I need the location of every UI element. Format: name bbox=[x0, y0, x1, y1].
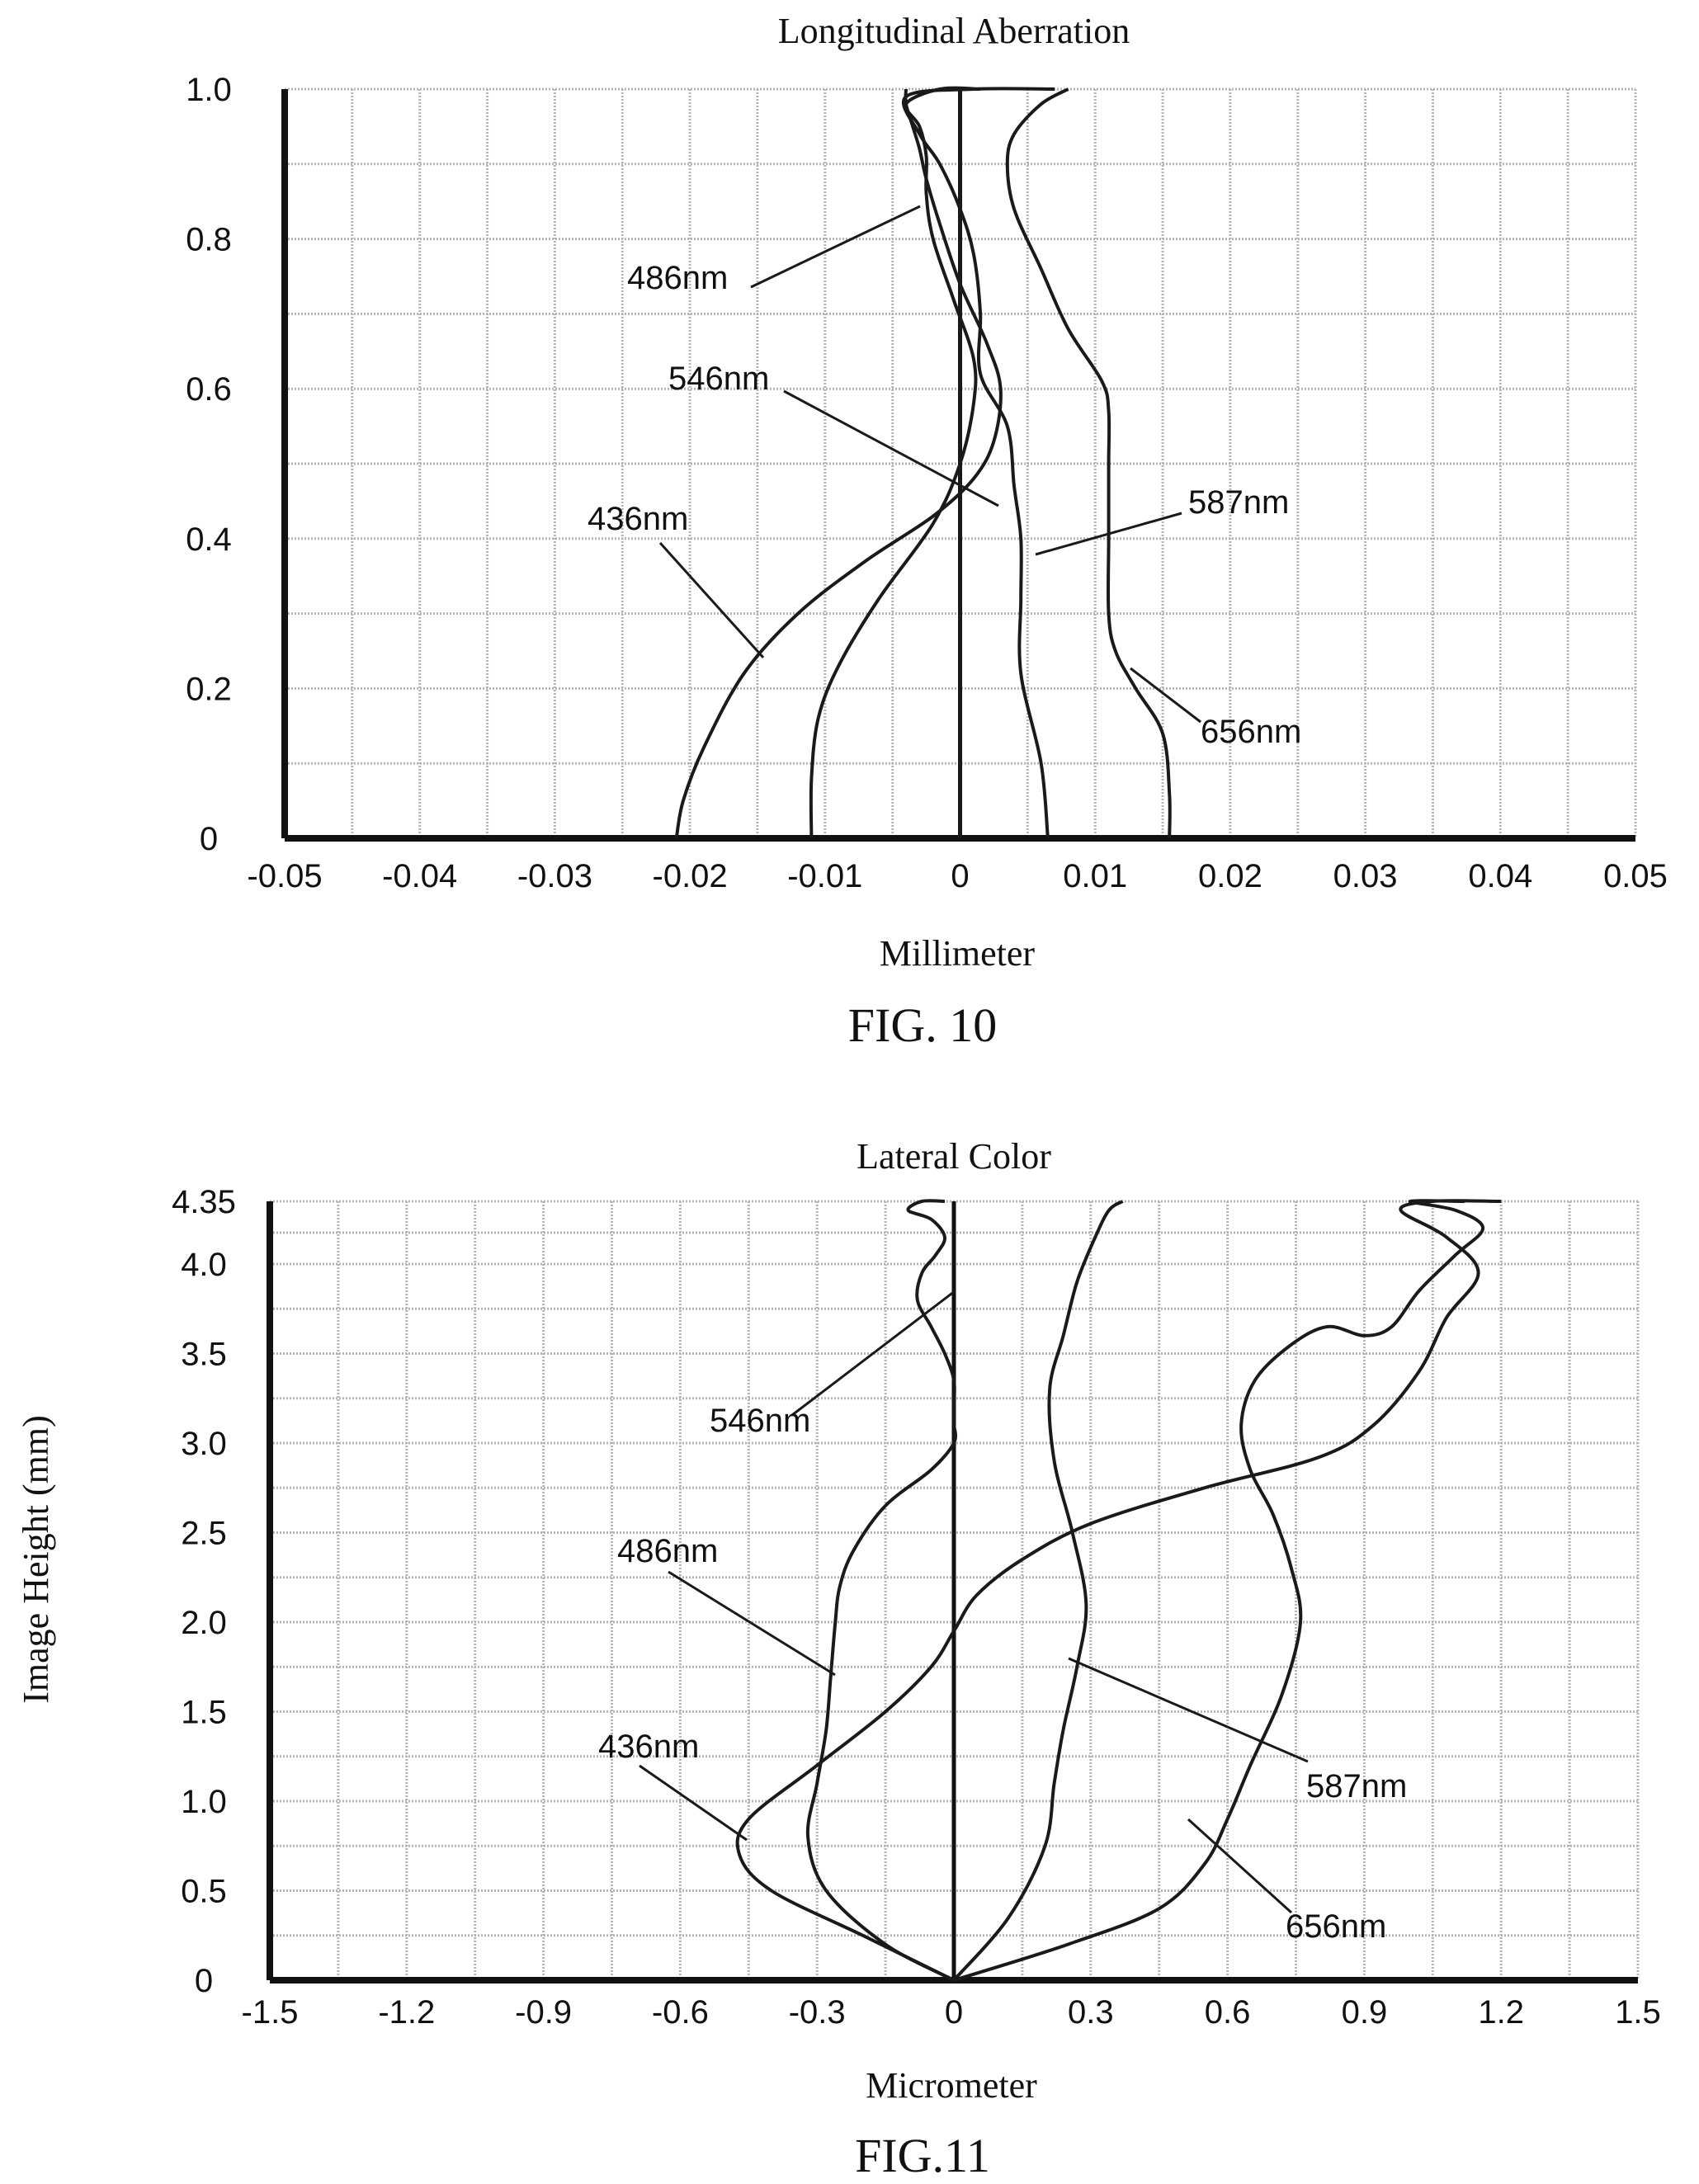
longitudinal-aberration-chart: Longitudinal Aberration -0.05 -0.04 -0.03-… bbox=[186, 11, 1668, 1052]
figure-caption: FIG.11 bbox=[855, 2129, 990, 2182]
y-tick-label: 1.5 bbox=[181, 1694, 227, 1730]
series-line-486nm bbox=[805, 1425, 958, 1982]
x-tick-label: -0.01 bbox=[787, 858, 862, 894]
y-tick-label: 0.8 bbox=[186, 222, 232, 258]
x-tick-label: 0.9 bbox=[1342, 1994, 1388, 2031]
x-tick-label: -0.04 bbox=[382, 858, 457, 894]
series-line-546nm bbox=[906, 1199, 956, 1426]
chart-title: Lateral Color bbox=[857, 1136, 1051, 1177]
x-tick-label: 0.03 bbox=[1333, 858, 1398, 894]
y-tick-label: 0.6 bbox=[186, 371, 232, 408]
x-axis-label: Micrometer bbox=[866, 2065, 1037, 2106]
y-tick-label: 0.5 bbox=[181, 1873, 227, 1909]
series-line-656nm bbox=[953, 1199, 1485, 1982]
series-label-436nm: 436nm bbox=[598, 1729, 699, 1765]
y-tick-label: 1.0 bbox=[181, 1784, 227, 1820]
lateral-color-chart: Lateral Color Image Height (mm) -1.5 -1.2… bbox=[16, 1136, 1661, 2182]
series-line-656nm bbox=[1005, 87, 1172, 839]
series-line-486nm bbox=[809, 86, 981, 839]
x-tick-label: 0.04 bbox=[1468, 858, 1532, 894]
leader-line-546nm bbox=[791, 1290, 956, 1417]
leader-line-587nm bbox=[1035, 512, 1182, 556]
x-tick-label: -0.02 bbox=[653, 858, 728, 894]
x-tick-label: -0.03 bbox=[517, 858, 592, 894]
leader-line-486nm bbox=[668, 1570, 836, 1677]
series-group bbox=[674, 86, 1172, 839]
series-line-587nm bbox=[902, 87, 1055, 839]
leader-line-587nm bbox=[1068, 1657, 1309, 1763]
x-tick-label: -0.9 bbox=[515, 1994, 572, 2031]
series-line-587nm bbox=[952, 1200, 1124, 1982]
series-label-656nm: 656nm bbox=[1286, 1908, 1386, 1945]
grid bbox=[283, 87, 1637, 840]
series-labels: 436nm 486nm 546nm 587nm 656nm bbox=[598, 1290, 1407, 1945]
y-axis-label: Image Height (mm) bbox=[16, 1415, 56, 1703]
y-tick-label: 2.5 bbox=[181, 1515, 227, 1551]
x-tick-label: 1.2 bbox=[1478, 1994, 1524, 2031]
x-tick-label: 0.02 bbox=[1198, 858, 1262, 894]
y-tick-label: 1.0 bbox=[186, 72, 232, 108]
series-group bbox=[735, 1199, 1502, 1982]
x-tick-label: 0.6 bbox=[1205, 1994, 1251, 2031]
tick-labels: -1.5 -1.2 -0.9 -0.6 -0.3 0 0.3 0.6 0.9 1.2 1.5 0 0.5… bbox=[172, 1184, 1661, 2031]
y-tick-label: 0 bbox=[200, 821, 218, 857]
x-tick-label: -0.6 bbox=[652, 1994, 709, 2031]
tick-labels: -0.05 -0.04 -0.03 -0.02 -0.01 0 0.01 0.02 0.03 0.… bbox=[186, 72, 1668, 894]
y-tick-label: 4.35 bbox=[172, 1184, 236, 1220]
series-line-436nm bbox=[674, 88, 1003, 839]
leader-line-436nm bbox=[658, 541, 765, 659]
y-tick-label: 3.0 bbox=[181, 1426, 227, 1462]
y-tick-label: 4.0 bbox=[181, 1247, 227, 1283]
series-line-436nm bbox=[735, 1199, 1502, 1982]
leader-line-656nm bbox=[1187, 1818, 1293, 1914]
x-tick-label: -0.05 bbox=[247, 858, 322, 894]
leader-line-656nm bbox=[1130, 667, 1201, 724]
y-tick-label: 2.0 bbox=[181, 1605, 227, 1641]
chart-title: Longitudinal Aberration bbox=[778, 11, 1130, 51]
leader-line-486nm bbox=[750, 205, 921, 289]
series-label-656nm: 656nm bbox=[1201, 714, 1301, 750]
x-tick-label: 1.5 bbox=[1615, 1994, 1661, 2031]
y-tick-label: 0 bbox=[195, 1963, 213, 1999]
series-label-587nm: 587nm bbox=[1188, 484, 1289, 521]
series-label-546nm: 546nm bbox=[710, 1403, 810, 1439]
x-tick-label: -1.5 bbox=[242, 1994, 299, 2031]
x-tick-label: 0.3 bbox=[1068, 1994, 1114, 2031]
series-label-546nm: 546nm bbox=[668, 361, 769, 397]
x-tick-label: 0.05 bbox=[1603, 858, 1668, 894]
series-label-587nm: 587nm bbox=[1306, 1768, 1407, 1804]
x-tick-label: -1.2 bbox=[378, 1994, 435, 2031]
x-tick-label: -0.3 bbox=[789, 1994, 846, 2031]
leader-line-546nm bbox=[783, 389, 999, 507]
y-tick-label: 3.5 bbox=[181, 1336, 227, 1372]
x-tick-label: 0 bbox=[951, 858, 969, 894]
series-label-486nm: 486nm bbox=[617, 1533, 718, 1569]
y-tick-label: 0.4 bbox=[186, 521, 232, 558]
leader-line-436nm bbox=[639, 1764, 748, 1842]
x-tick-label: 0.01 bbox=[1063, 858, 1127, 894]
figure-caption: FIG. 10 bbox=[848, 998, 997, 1052]
y-tick-label: 0.2 bbox=[186, 671, 232, 707]
x-tick-label: 0 bbox=[945, 1994, 963, 2031]
x-axis-label: Millimeter bbox=[880, 933, 1036, 974]
series-label-486nm: 486nm bbox=[627, 260, 728, 296]
series-label-436nm: 436nm bbox=[588, 501, 688, 537]
series-labels: 436nm 486nm 546nm 587nm 656nm bbox=[588, 205, 1301, 750]
